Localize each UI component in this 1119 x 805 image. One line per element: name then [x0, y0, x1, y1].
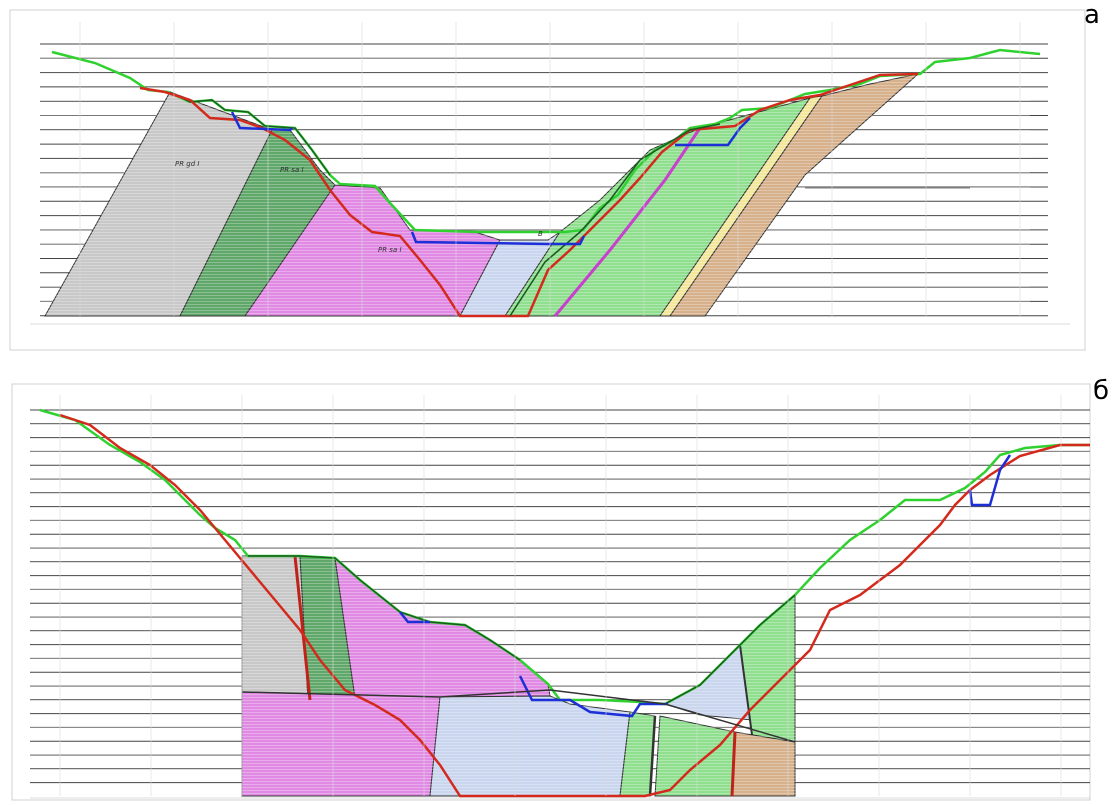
surface-dark-line-b — [248, 555, 521, 661]
unit-label-a-3: PR sa I — [378, 246, 402, 254]
water-line-b — [399, 611, 430, 624]
water-line-a3 — [675, 117, 751, 147]
surface-dark-line-b2 — [664, 594, 796, 705]
unit-label-a-1: PR gd I — [175, 160, 200, 168]
panel-b-vertical-ticks — [59, 395, 1062, 796]
fault-line-b-1 — [293, 555, 312, 701]
unit-label-a-4: B — [538, 230, 543, 238]
fault-line-b-2 — [730, 731, 737, 797]
unit-label-a-2: PR sa I — [280, 166, 304, 174]
panel-a-vertical-ticks — [79, 22, 1021, 316]
bank-dark-line-a — [509, 123, 721, 317]
surface-dark-line-a — [169, 91, 331, 176]
panel-b — [11, 383, 1091, 801]
water-line-a — [230, 111, 293, 132]
water-line-a2 — [410, 231, 586, 246]
water-line-b3 — [968, 454, 1012, 507]
surface-line-b — [39, 408, 1090, 706]
fault-line-b-3 — [648, 715, 657, 797]
panel-label-b: б — [1093, 376, 1110, 406]
fault-line-b-4 — [739, 644, 753, 736]
red-profile-b — [59, 413, 1090, 798]
panel-label-a: а — [1084, 0, 1100, 30]
magenta-band-a — [553, 127, 702, 317]
panel-a: PR gd I PR sa I PR sa I B — [9, 9, 1086, 351]
panel-a-hatch — [40, 44, 1030, 316]
panel-b-hatch — [30, 410, 1090, 796]
water-line-b2 — [518, 675, 668, 718]
boundary-line-b — [241, 689, 796, 743]
